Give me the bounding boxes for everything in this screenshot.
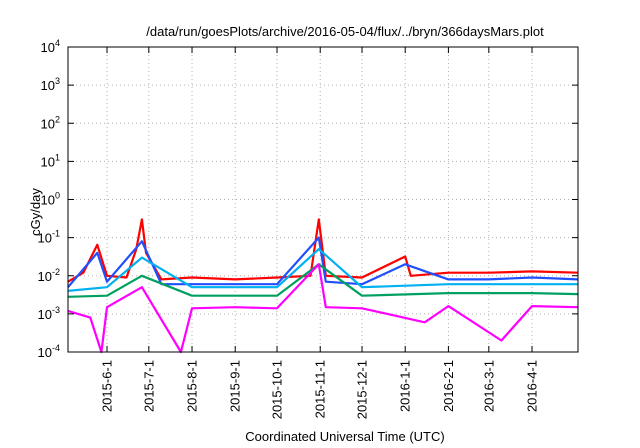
series-line	[67, 263, 579, 298]
y-tick-label: 10-1	[38, 229, 60, 246]
series-group	[67, 218, 579, 354]
x-tick-label: 2016-2-1	[441, 360, 456, 412]
y-tick-label: 10-4	[38, 343, 60, 360]
y-tick-label: 102	[41, 114, 60, 131]
x-tick-label: 2015-12-1	[355, 360, 370, 419]
series-line	[67, 263, 579, 354]
chart-title: /data/run/goesPlots/archive/2016-05-04/f…	[146, 24, 544, 39]
x-tick-label: 2015-8-1	[185, 360, 200, 412]
x-tick-label: 2016-3-1	[481, 360, 496, 412]
y-tick-label: 10-3	[38, 305, 60, 322]
y-tick-label: 101	[41, 152, 60, 169]
grid	[68, 47, 578, 352]
x-axis-label: Coordinated Universal Time (UTC)	[245, 429, 444, 444]
y-tick-label: 100	[41, 191, 60, 208]
x-tick-label: 2015-9-1	[228, 360, 243, 412]
x-tick-label: 2016-4-1	[525, 360, 540, 412]
x-tick-label: 2015-6-1	[100, 360, 115, 412]
series-line	[67, 236, 579, 288]
y-tick-label: 10-2	[38, 267, 60, 284]
x-tick-label: 2016-1-1	[398, 360, 413, 412]
y-tick-label: 104	[41, 38, 60, 55]
x-tick-label: 2015-10-1	[270, 360, 285, 419]
x-tick-label: 2015-7-1	[141, 360, 156, 412]
ticks: 10-4 10-3 10-2 10-1 100 101 102 103 104 2015-6-1 2…	[38, 38, 578, 419]
series-line	[67, 218, 579, 283]
x-tick-label: 2015-11-1	[313, 360, 328, 418]
series-line	[67, 248, 578, 292]
y-axis-label: cGy/day	[28, 188, 43, 236]
y-tick-label: 103	[41, 76, 60, 93]
